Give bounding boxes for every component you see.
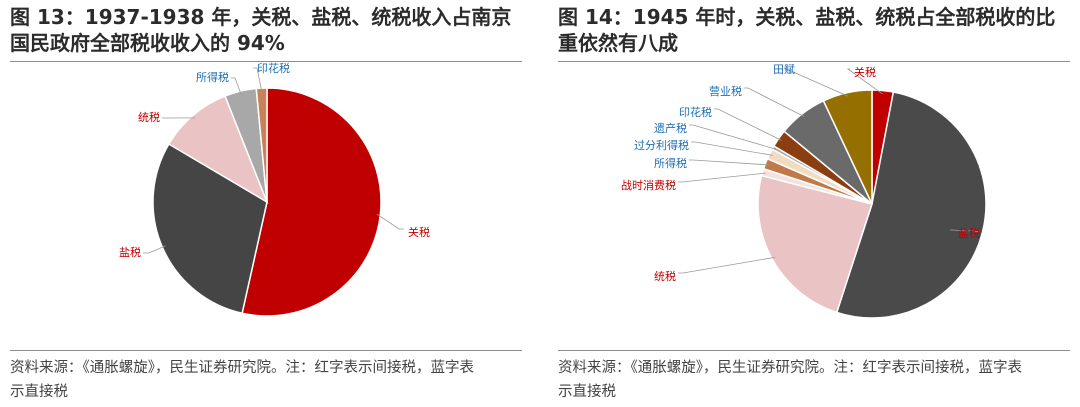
pie-slice-10 xyxy=(822,89,873,205)
leader-line-slice-1 xyxy=(376,213,404,230)
figure-13-bottom-rule xyxy=(10,350,522,351)
figure-14-source-line-1: 资料来源：《通胀螺旋》，民生证券研究院。注：红字表示间接税，蓝字表 xyxy=(558,360,1022,376)
figure-14-bottom-rule xyxy=(558,350,1070,351)
figure-14-title-line-2: 重依然有八成 xyxy=(558,31,678,55)
figure-13-source-note: 资料来源：《通胀螺旋》，民生证券研究院。注：红字表示间接税，蓝字表 示直接税 xyxy=(10,356,522,404)
slice-label-6: 过分利得税 xyxy=(634,138,689,152)
figure-13-title-line-1: 图 13：1937-1938 年，关税、盐税、统税收入占南京 xyxy=(10,5,512,29)
figure-13-source-line-1: 资料来源：《通胀螺旋》，民生证券研究院。注：红字表示间接税，蓝字表 xyxy=(10,360,474,376)
pie-slice-5 xyxy=(255,87,268,203)
figure-14-title-line-1: 图 14：1945 年时，关税、盐税、统税占全部税收的比 xyxy=(558,5,1056,29)
leader-line-slice-2 xyxy=(143,245,166,254)
leader-line-slice-4 xyxy=(231,77,242,95)
pie-slice-3 xyxy=(167,95,269,204)
pie-slice-2 xyxy=(835,91,987,319)
slice-label-4: 所得税 xyxy=(196,70,229,84)
figure-14-top-rule xyxy=(558,61,1070,62)
figure-13-title-line-2: 国民政府全部税收收入的 94% xyxy=(10,31,285,55)
figure-13-title: 图 13：1937-1938 年，关税、盐税、统税收入占南京 国民政府全部税收收… xyxy=(10,4,522,56)
leader-line-slice-5 xyxy=(689,159,769,166)
slice-label-3: 统税 xyxy=(138,110,160,124)
figure-14-panel: 图 14：1945 年时，关税、盐税、统税占全部税收的比 重依然有八成 关税盐税… xyxy=(558,0,1070,407)
figure-13-source-line-2: 示直接税 xyxy=(10,384,68,400)
slice-label-5: 所得税 xyxy=(654,156,687,170)
pie-slice-1 xyxy=(241,87,382,317)
leader-line-slice-10 xyxy=(783,67,849,97)
leader-line-slice-1 xyxy=(846,68,883,95)
slice-label-3: 统税 xyxy=(654,269,676,283)
figure-14-title: 图 14：1945 年时，关税、盐税、统税占全部税收的比 重依然有八成 xyxy=(558,4,1070,56)
figure-13-top-rule xyxy=(10,61,522,62)
leader-line-slice-5 xyxy=(253,67,263,92)
slice-label-2: 盐税 xyxy=(958,226,980,240)
slice-label-9: 营业税 xyxy=(709,84,742,98)
slice-label-7: 遗产税 xyxy=(654,121,687,135)
slice-label-10: 田赋 xyxy=(773,63,795,76)
figure-14-source-line-2: 示直接税 xyxy=(558,384,616,400)
figure-13-panel: 图 13：1937-1938 年，关税、盐税、统税收入占南京 国民政府全部税收收… xyxy=(10,0,522,407)
slice-label-8: 印花税 xyxy=(679,105,712,119)
leader-line-slice-4 xyxy=(678,172,766,183)
leader-line-slice-2 xyxy=(949,229,980,232)
leader-line-slice-3 xyxy=(678,256,776,274)
slice-label-5: 印花税 xyxy=(257,62,290,75)
slice-label-2: 盐税 xyxy=(119,245,141,259)
figure-14-source-note: 资料来源：《通胀螺旋》，民生证券研究院。注：红字表示间接税，蓝字表 示直接税 xyxy=(558,356,1070,404)
leader-line-slice-7 xyxy=(689,124,777,150)
slice-label-1: 关税 xyxy=(854,65,876,79)
leader-line-slice-9 xyxy=(744,87,805,117)
leader-line-slice-8 xyxy=(714,108,782,141)
slice-label-4: 战时消费税 xyxy=(621,178,676,192)
pie-slice-3 xyxy=(757,174,873,314)
slice-label-1: 关税 xyxy=(408,225,430,239)
leader-line-slice-6 xyxy=(691,141,773,156)
